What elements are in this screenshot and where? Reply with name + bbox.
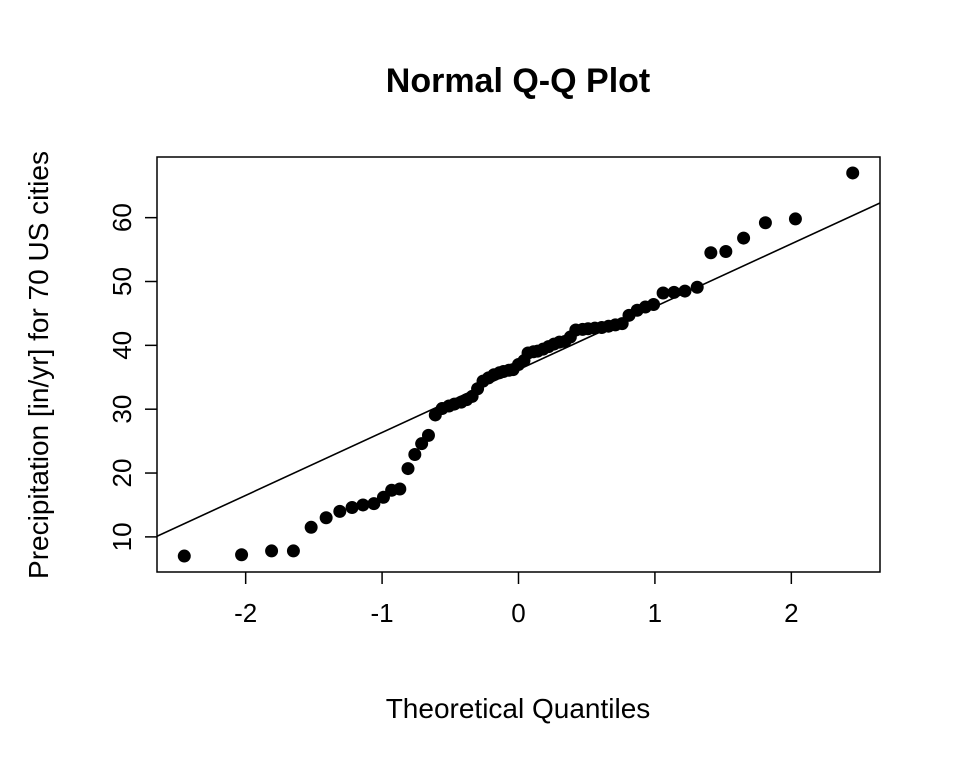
y-axis-label: Precipitation [in/yr] for 70 US cities bbox=[23, 151, 54, 579]
data-point bbox=[788, 212, 802, 226]
data-point bbox=[333, 504, 347, 518]
data-point bbox=[656, 286, 670, 300]
data-point bbox=[690, 280, 704, 294]
x-tick-label: 0 bbox=[511, 598, 525, 628]
data-point bbox=[408, 448, 422, 462]
data-point bbox=[235, 548, 249, 562]
y-tick-label: 40 bbox=[107, 331, 137, 360]
data-point bbox=[265, 544, 279, 558]
y-tick-label: 20 bbox=[107, 459, 137, 488]
data-point bbox=[719, 244, 733, 258]
data-point bbox=[678, 284, 692, 298]
data-point bbox=[367, 497, 381, 511]
data-point bbox=[758, 216, 772, 230]
data-point bbox=[647, 297, 661, 311]
data-point bbox=[667, 285, 681, 299]
plot-layer: -2 -1 0 1 2 10 20 30 40 50 60 bbox=[107, 156, 881, 628]
data-point bbox=[393, 482, 407, 496]
y-tick-label: 60 bbox=[107, 203, 137, 232]
data-point bbox=[345, 501, 359, 515]
x-axis-label: Theoretical Quantiles bbox=[386, 693, 651, 724]
x-tick-label: 1 bbox=[648, 598, 662, 628]
data-point bbox=[319, 511, 333, 525]
data-point bbox=[286, 544, 300, 558]
data-point bbox=[177, 549, 191, 563]
data-point bbox=[356, 498, 370, 512]
data-point bbox=[737, 231, 751, 245]
data-point bbox=[704, 246, 718, 260]
chart-title: Normal Q-Q Plot bbox=[386, 62, 650, 100]
y-tick-label: 30 bbox=[107, 395, 137, 424]
x-tick-label: -1 bbox=[371, 598, 394, 628]
data-point bbox=[421, 428, 435, 442]
x-tick-label: -2 bbox=[234, 598, 257, 628]
x-tick-label: 2 bbox=[784, 598, 798, 628]
data-point bbox=[401, 462, 415, 476]
data-point bbox=[846, 166, 860, 180]
y-tick-label: 10 bbox=[107, 522, 137, 551]
data-point bbox=[304, 520, 318, 534]
y-tick-label: 50 bbox=[107, 267, 137, 296]
